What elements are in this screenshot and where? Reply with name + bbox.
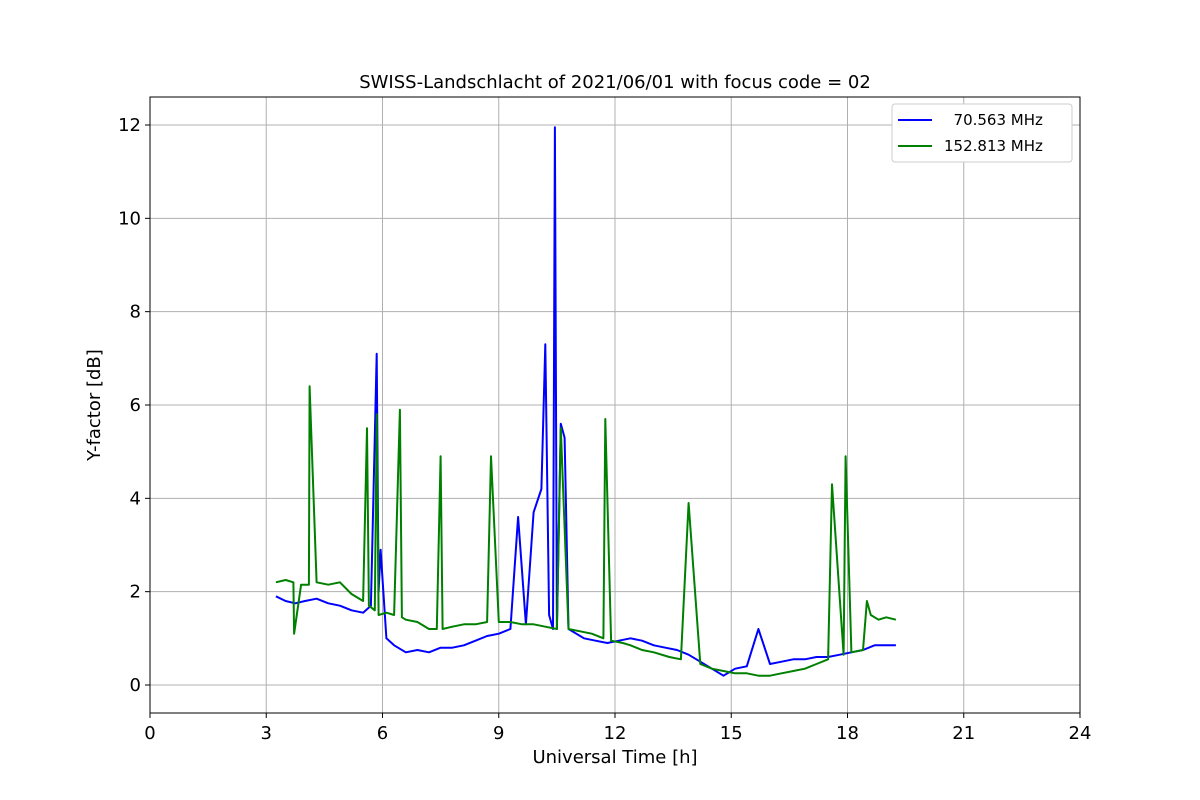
legend-label-70mhz: 70.563 MHz [944, 111, 1043, 129]
chart-title: SWISS-Landschlacht of 2021/06/01 with fo… [359, 72, 871, 93]
x-tick-label: 21 [952, 723, 975, 744]
y-tick-label: 10 [118, 208, 141, 229]
x-axis-label: Universal Time [h] [532, 747, 697, 768]
y-tick-label: 12 [118, 115, 141, 136]
x-tick-label: 12 [604, 723, 627, 744]
x-tick-label: 9 [493, 723, 504, 744]
legend: 70.563 MHz 152.813 MHz [891, 103, 1073, 163]
series-layer [275, 126, 897, 677]
legend-box [891, 103, 1073, 163]
x-tick-label: 6 [377, 723, 388, 744]
x-tick-label: 18 [836, 723, 859, 744]
x-tick-label: 0 [144, 723, 155, 744]
x-tick-label: 24 [1069, 723, 1092, 744]
legend-label-152mhz: 152.813 MHz [944, 137, 1043, 155]
x-tick-label: 15 [720, 723, 743, 744]
y-tick-label: 4 [130, 488, 141, 509]
y-tick-label: 6 [130, 395, 141, 416]
series-line-1 [275, 385, 897, 677]
y-tick-label: 2 [130, 582, 141, 603]
y-tick-label: 0 [130, 675, 141, 696]
x-tick-label: 3 [261, 723, 272, 744]
y-tick-label: 8 [130, 302, 141, 323]
y-axis-label: Y-factor [dB] [84, 349, 105, 462]
